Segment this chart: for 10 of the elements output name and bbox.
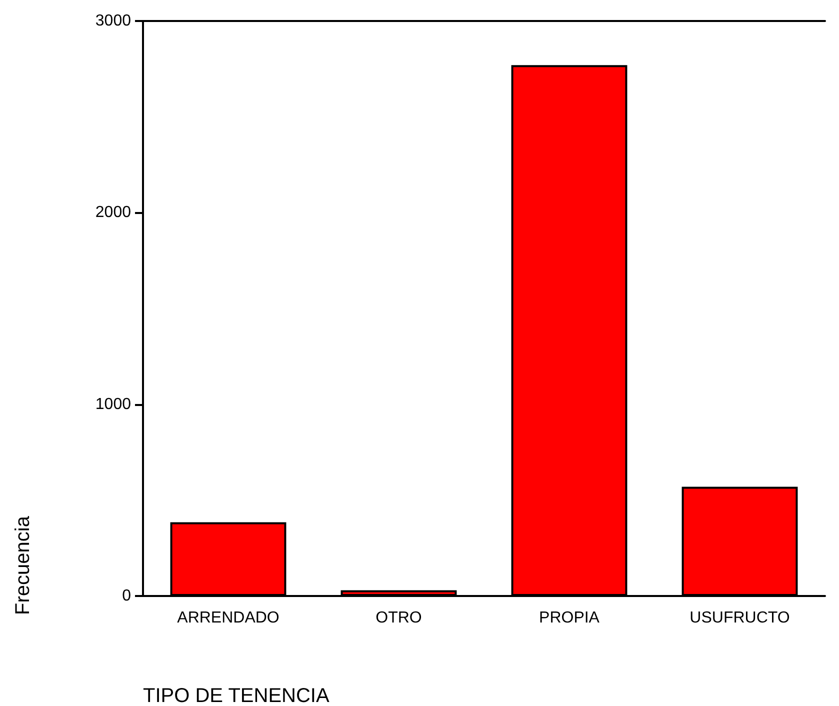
y-tick-label: 2000 bbox=[95, 204, 132, 222]
x-tick-label: ARRENDADO bbox=[177, 610, 280, 626]
x-tick-label: PROPIA bbox=[539, 610, 600, 626]
y-tick-label: 3000 bbox=[95, 12, 132, 30]
x-tick-label: OTRO bbox=[376, 610, 422, 626]
x-axis-title: TIPO DE TENENCIA bbox=[143, 685, 330, 706]
y-tick-label: 0 bbox=[122, 588, 132, 604]
x-tick-label: USUFRUCTO bbox=[690, 610, 790, 626]
y-tick-label: 1000 bbox=[95, 396, 132, 413]
y-axis-title: Frecuencia bbox=[12, 515, 34, 615]
